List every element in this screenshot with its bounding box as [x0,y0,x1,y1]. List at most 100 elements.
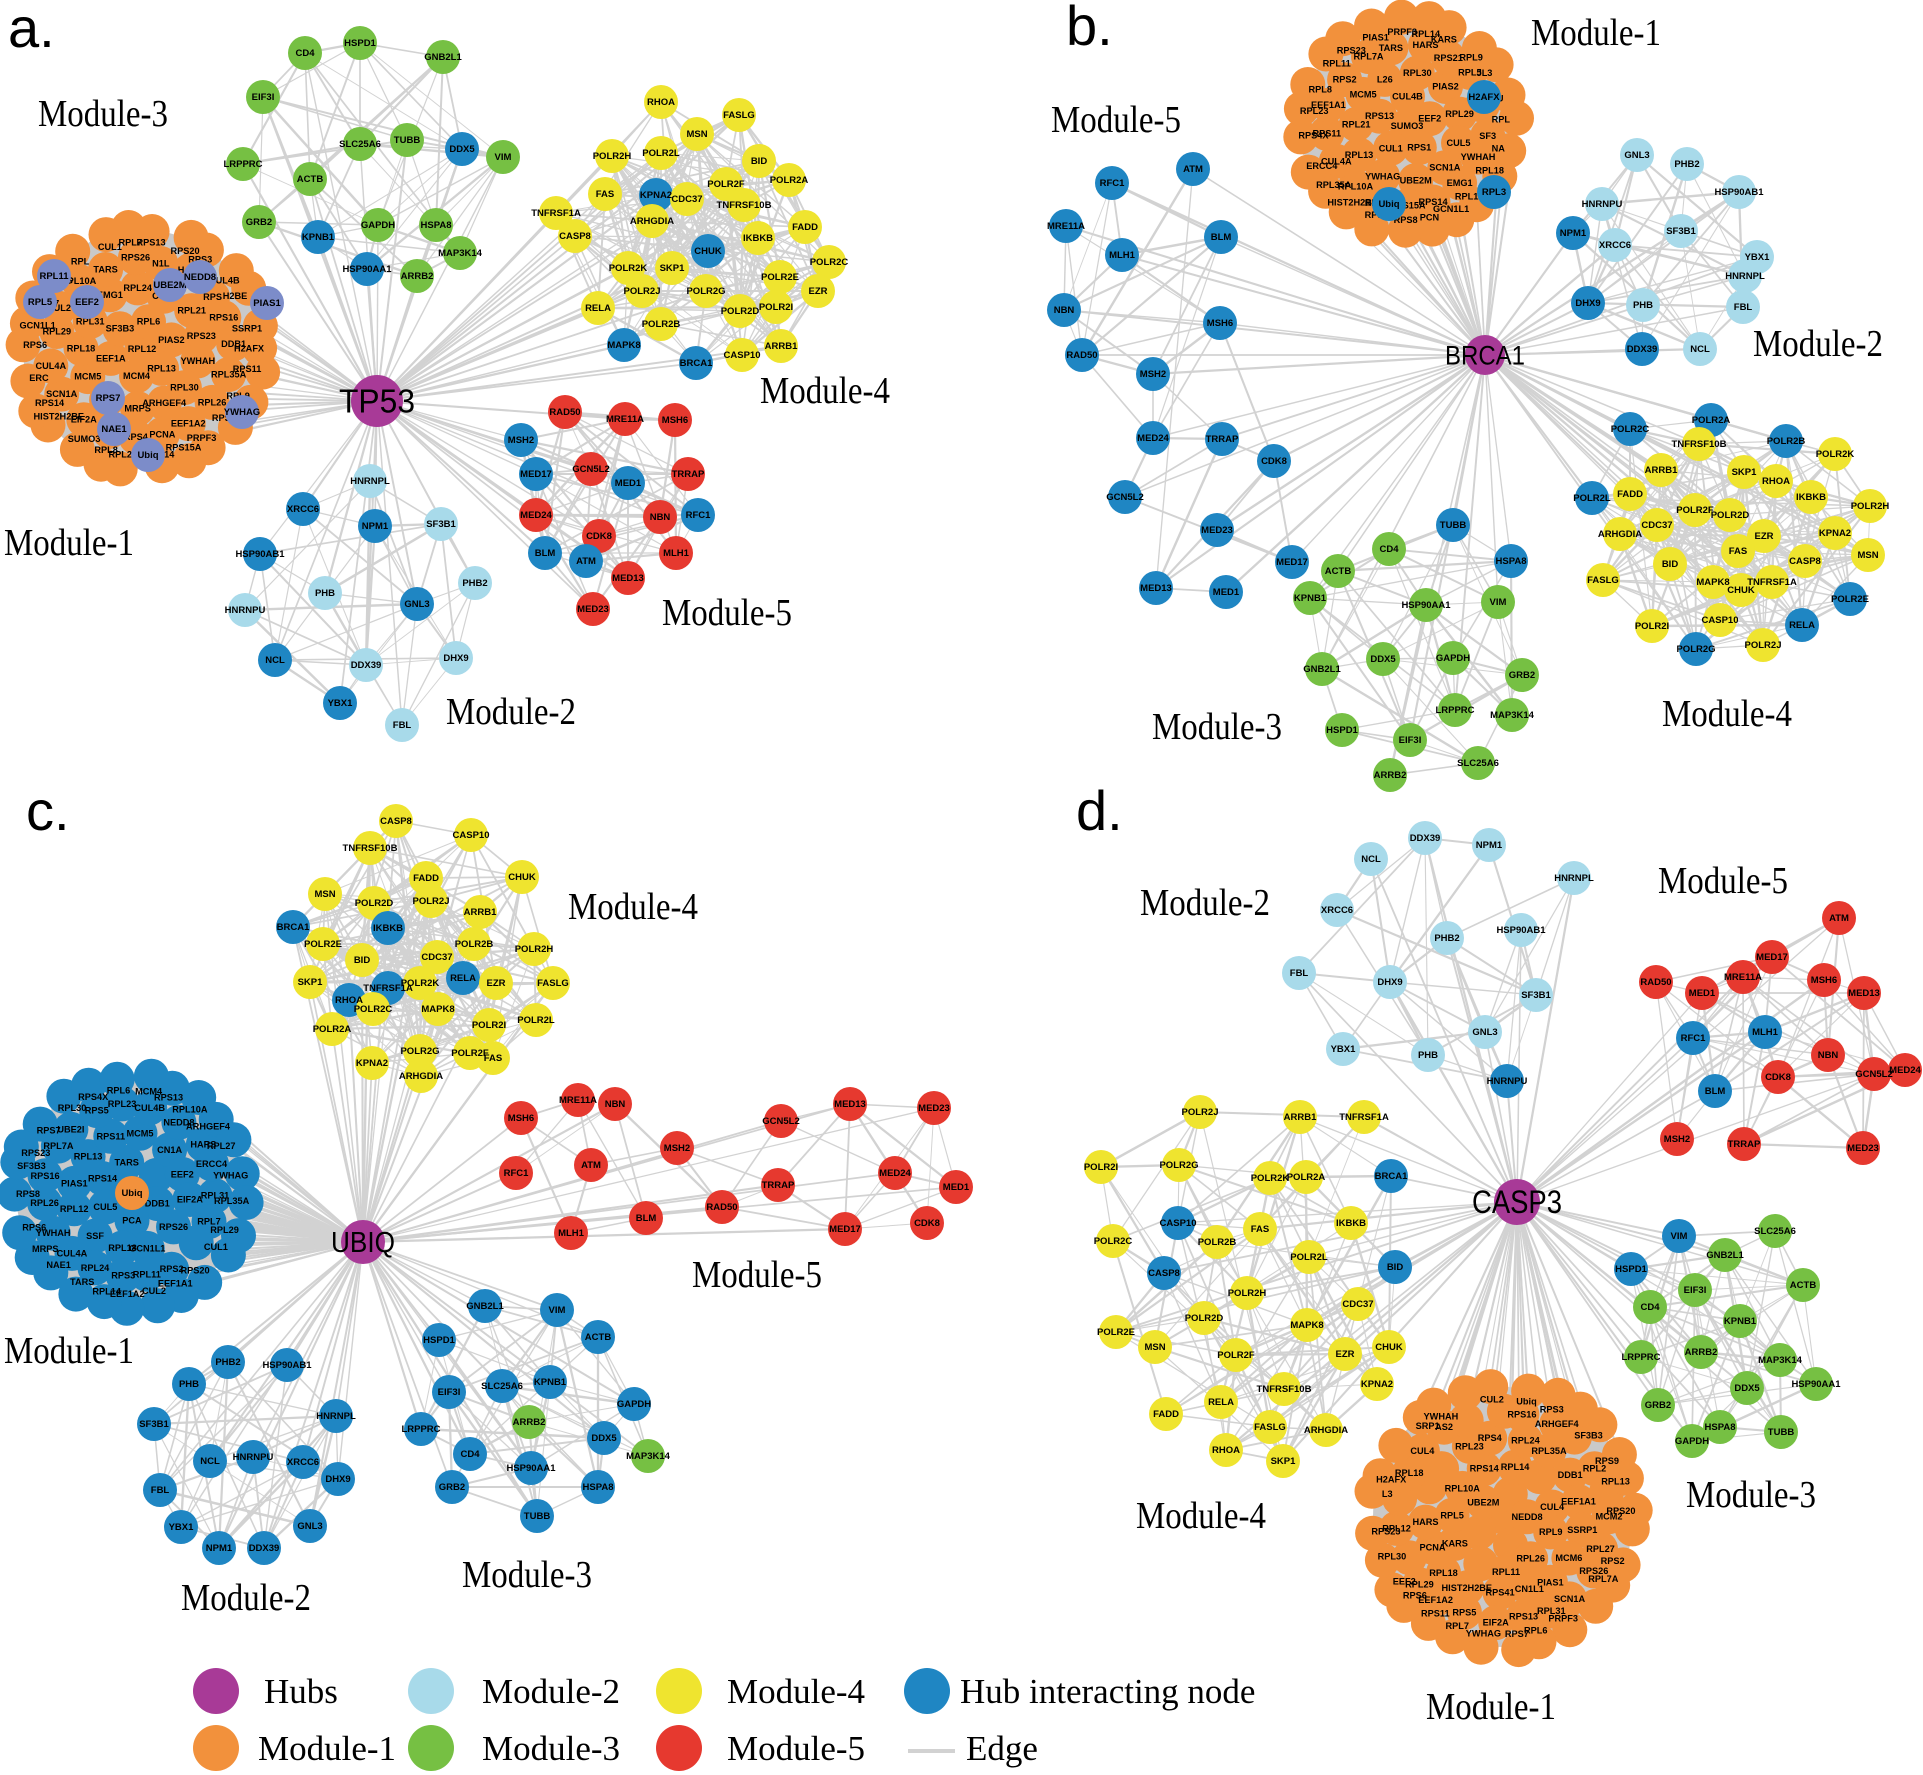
svg-text:MED1: MED1 [943,1182,970,1193]
svg-text:H2AFX: H2AFX [1468,92,1500,103]
svg-text:RPS23: RPS23 [21,1148,50,1158]
svg-text:TRRAP: TRRAP [762,1180,795,1191]
svg-text:GCN5L2: GCN5L2 [762,1116,799,1127]
svg-text:MSH6: MSH6 [508,1113,534,1124]
svg-text:TNFRSF1A: TNFRSF1A [1747,577,1797,588]
svg-text:FADD: FADD [792,222,818,233]
svg-text:H2BE: H2BE [223,291,248,301]
svg-text:HNRNPL: HNRNPL [1725,271,1765,282]
svg-text:PCN: PCN [1420,212,1440,222]
svg-text:HNRNPU: HNRNPU [1582,199,1623,210]
svg-text:EIF2A: EIF2A [1483,1618,1509,1628]
svg-text:EIF2A: EIF2A [71,415,97,425]
svg-text:Module-5: Module-5 [692,1254,822,1296]
svg-text:FAS: FAS [596,189,614,200]
svg-text:SUMO3: SUMO3 [1391,121,1424,131]
svg-text:HNRNPU: HNRNPU [233,1452,274,1463]
svg-text:MCM5: MCM5 [126,1128,153,1138]
svg-text:RPS2: RPS2 [1601,1556,1625,1566]
svg-text:RPS13: RPS13 [1509,1612,1538,1622]
svg-text:RPS11: RPS11 [96,1131,125,1141]
svg-text:GRB2: GRB2 [246,217,272,228]
svg-text:SF3B3: SF3B3 [1574,1431,1603,1441]
svg-text:PCA: PCA [122,1216,142,1226]
svg-text:CN1L1: CN1L1 [1515,1584,1544,1594]
svg-text:MSH2: MSH2 [508,435,534,446]
svg-text:MRE11A: MRE11A [606,414,644,425]
svg-text:IKBKB: IKBKB [1336,1218,1366,1229]
svg-text:HSP90AB1: HSP90AB1 [1714,187,1764,198]
svg-text:RPL23: RPL23 [1455,1441,1484,1451]
svg-text:SLC25A6: SLC25A6 [481,1381,523,1392]
svg-text:GNL3: GNL3 [404,599,429,610]
svg-text:POLR2E: POLR2E [304,939,342,950]
svg-text:HSPA8: HSPA8 [583,1482,614,1493]
svg-text:HSPD1: HSPD1 [1326,725,1358,736]
svg-text:Module-2: Module-2 [1753,323,1883,365]
svg-text:POLR2K: POLR2K [401,978,440,989]
svg-text:RFC1: RFC1 [686,510,712,521]
svg-text:MRE11A: MRE11A [559,1095,597,1106]
svg-text:EMG1: EMG1 [97,290,123,300]
svg-text:ACTB: ACTB [297,174,324,185]
svg-text:RPL10A: RPL10A [172,1105,208,1115]
svg-text:RPL7: RPL7 [1445,1621,1469,1631]
svg-text:RPS16: RPS16 [1507,1409,1536,1419]
svg-text:TUBB: TUBB [1768,1427,1795,1438]
svg-text:POLR2L: POLR2L [517,1015,555,1026]
svg-text:TUBB: TUBB [394,135,421,146]
svg-text:RPS14: RPS14 [1470,1464,1500,1474]
svg-text:RPS23: RPS23 [1371,1527,1400,1537]
svg-text:TRRAP: TRRAP [1206,434,1239,445]
svg-text:CN1A: CN1A [157,1145,182,1155]
svg-text:HARS: HARS [190,1140,216,1150]
svg-text:SCN1A: SCN1A [1554,1594,1586,1604]
svg-text:Module-2: Module-2 [446,691,576,733]
svg-text:RPL31: RPL31 [76,317,105,327]
svg-text:CDK8: CDK8 [1261,456,1287,467]
svg-text:MCM6: MCM6 [1555,1553,1582,1563]
svg-text:CUL4: CUL4 [1410,1446,1435,1456]
svg-text:L26: L26 [1377,74,1393,84]
svg-text:CDC37: CDC37 [671,194,702,205]
svg-text:DHX9: DHX9 [443,653,468,664]
svg-text:RPS13: RPS13 [137,237,166,247]
svg-text:RPL29: RPL29 [42,327,71,337]
svg-text:POLR2A: POLR2A [1287,1172,1326,1183]
svg-text:RAD50: RAD50 [1066,350,1097,361]
svg-text:PRPF3: PRPF3 [187,433,217,443]
svg-text:TARS: TARS [93,265,117,275]
svg-text:RPS: RPS [203,292,222,302]
svg-text:RPL12: RPL12 [1455,191,1484,201]
svg-text:RPL23: RPL23 [1300,106,1329,116]
svg-text:EEF1A1: EEF1A1 [1561,1497,1596,1507]
svg-text:RPL29: RPL29 [1405,1580,1434,1590]
svg-text:RPS41: RPS41 [1485,1588,1514,1598]
svg-text:MED24: MED24 [1137,433,1169,444]
svg-text:POLR2F: POLR2F [451,1048,489,1059]
svg-text:RPS11: RPS11 [1312,128,1341,138]
svg-text:CUL1: CUL1 [204,1242,228,1252]
svg-text:CUL4B: CUL4B [209,276,240,286]
svg-text:CUL2: CUL2 [47,303,71,313]
svg-text:RPL31: RPL31 [1537,1606,1566,1616]
svg-text:RPL8: RPL8 [1309,85,1333,95]
svg-text:Ubiq: Ubiq [137,450,158,461]
svg-text:Ubiq: Ubiq [1378,199,1399,210]
svg-text:POLR2F: POLR2F [1676,505,1714,516]
svg-text:GNB2L1: GNB2L1 [466,1301,504,1312]
svg-text:BID: BID [751,156,768,167]
svg-text:SLC25A6: SLC25A6 [1457,758,1499,769]
svg-text:EIF3I: EIF3I [252,92,275,103]
svg-text:RPL24: RPL24 [81,1263,110,1273]
svg-text:POLR2E: POLR2E [1097,1327,1135,1338]
svg-text:RPS3: RPS3 [188,254,212,264]
svg-text:ARRB1: ARRB1 [1284,1112,1317,1123]
svg-text:DDX5: DDX5 [1734,1383,1760,1394]
svg-text:FBL: FBL [151,1485,170,1496]
svg-text:NBN: NBN [1054,305,1075,316]
svg-text:CASP8: CASP8 [559,231,591,242]
svg-text:MED13: MED13 [1848,988,1880,999]
svg-text:XRCC6: XRCC6 [287,1457,319,1468]
svg-text:POLR2G: POLR2G [1676,644,1715,655]
